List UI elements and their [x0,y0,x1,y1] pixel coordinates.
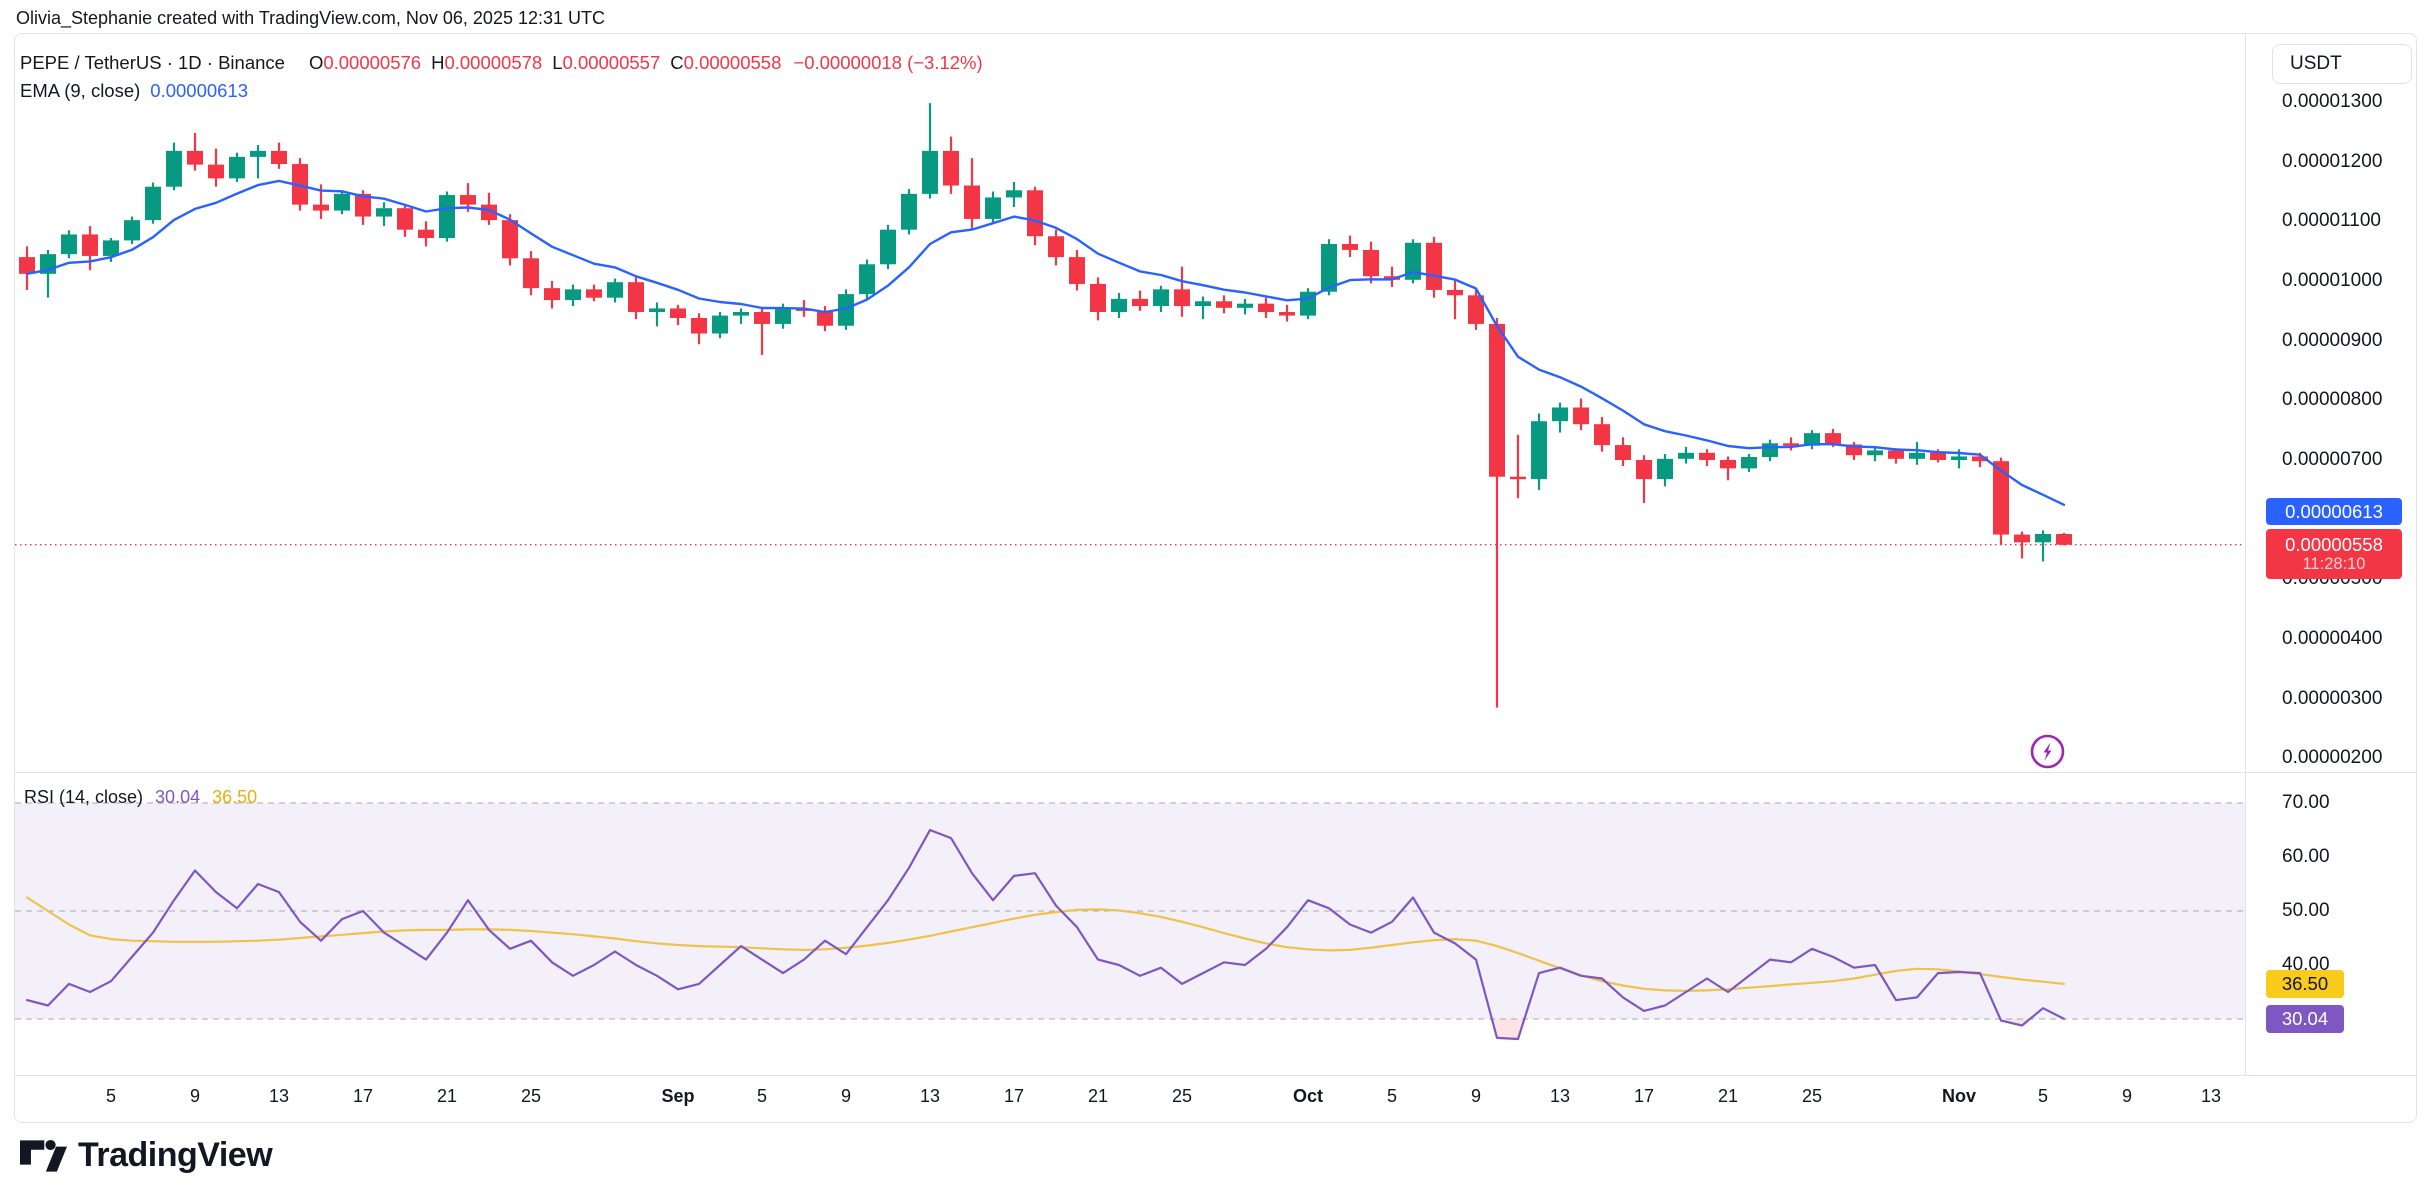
high-label: H [431,52,445,73]
ema-label: EMA (9, close) [20,80,141,101]
time-axis-label: 9 [2121,1086,2133,1106]
time-axis-label: 5 [756,1086,768,1106]
time-axis-label: 17 [1633,1086,1655,1106]
price-axis-label: 0.00000200 [2282,747,2383,769]
time-axis-month-label: Nov [1941,1086,1977,1106]
time-axis-month-label: Sep [661,1086,695,1106]
high-value: 0.00000578 [444,52,543,73]
open-value: 0.00000576 [323,52,422,73]
price-axis-label: 0.00000700 [2282,449,2383,470]
tradingview-logo: TradingView [20,1136,273,1175]
open-label: O [308,52,324,73]
time-axis-label: 9 [189,1086,201,1106]
time-axis-label: 25 [1171,1086,1193,1106]
rsi-axis-label: 40.00 [2282,954,2330,975]
close-label: C [670,52,684,73]
time-axis-label: 5 [1386,1086,1398,1106]
rsi-axis-label: 60.00 [2282,846,2330,867]
bar-countdown: 11:28:10 [2302,555,2366,574]
chart-card [14,33,2417,1123]
time-axis-label: 21 [436,1086,458,1106]
time-axis-label: 13 [2200,1086,2222,1106]
symbol-legend: PEPE / TetherUS · 1D · Binance O0.0000057… [20,52,983,74]
rsi-ma-badge: 36.50 [2266,970,2344,998]
time-axis-label: 9 [1470,1086,1482,1106]
price-axis-label: 0.00001100 [2282,210,2381,232]
ema-price-badge: 0.00000613 [2266,498,2402,525]
rsi-label: RSI (14, close) [24,787,144,807]
rsi-legend[interactable]: RSI (14, close) 30.04 36.50 [24,787,257,808]
rsi-current-value: 30.04 [155,787,201,807]
currency-label: USDT [2290,53,2342,74]
last-price-badge: 0.00000558 11:28:10 [2266,529,2402,579]
low-label: L [552,52,563,73]
time-axis-label: 5 [2037,1086,2049,1106]
tradingview-logo-text: TradingView [78,1136,273,1174]
rsi-value-badge: 30.04 [2266,1005,2344,1033]
time-axis-label: 13 [1549,1086,1571,1106]
rsi-axis-label: 70.00 [2282,792,2330,813]
symbol-name[interactable]: PEPE / TetherUS · 1D · Binance [20,52,285,73]
rsi-ma-current-value: 36.50 [212,787,258,807]
price-axis-label: 0.00001000 [2282,270,2383,291]
time-axis-label: 5 [105,1086,117,1106]
price-axis-label: 0.00000900 [2282,329,2383,351]
change-value: −0.00000018 (−3.12%) [793,52,983,73]
ema-legend[interactable]: EMA (9, close) 0.00000613 [20,80,248,102]
time-axis-label: 25 [1801,1086,1823,1106]
time-axis-month-label: Oct [1292,1086,1324,1106]
pane-separator[interactable] [15,772,2416,773]
time-axis-label: 21 [1087,1086,1109,1106]
rsi-axis-label: 50.00 [2282,900,2330,921]
price-axis-label: 0.00000400 [2282,628,2383,649]
time-axis-label: 25 [520,1086,542,1106]
close-value: 0.00000558 [683,52,782,73]
time-axis-label: 13 [268,1086,290,1106]
snapshot-title: Olivia_Stephanie created with TradingVie… [16,8,605,28]
price-axis-label: 0.00001200 [2282,150,2383,172]
currency-toggle-button[interactable]: USDT [2272,44,2412,84]
time-axis-label: 17 [352,1086,374,1106]
time-axis-label: 9 [840,1086,852,1106]
time-axis-label: 21 [1717,1086,1739,1106]
time-axis-label: 17 [1003,1086,1025,1106]
ema-value: 0.00000613 [150,80,249,101]
tradingview-logo-icon [20,1139,67,1172]
price-axis-label: 0.00001300 [2282,91,2383,112]
price-axis-label: 0.00000800 [2282,389,2383,411]
time-axis-label: 13 [919,1086,941,1106]
low-value: 0.00000557 [562,52,661,73]
time-axis-separator [15,1075,2416,1076]
flash-action-button[interactable] [2029,733,2066,770]
last-price-value: 0.00000558 [2285,533,2383,555]
price-axis-label: 0.00000300 [2282,687,2383,709]
price-axis-separator [2245,34,2246,1075]
lightning-icon [2030,734,2065,769]
